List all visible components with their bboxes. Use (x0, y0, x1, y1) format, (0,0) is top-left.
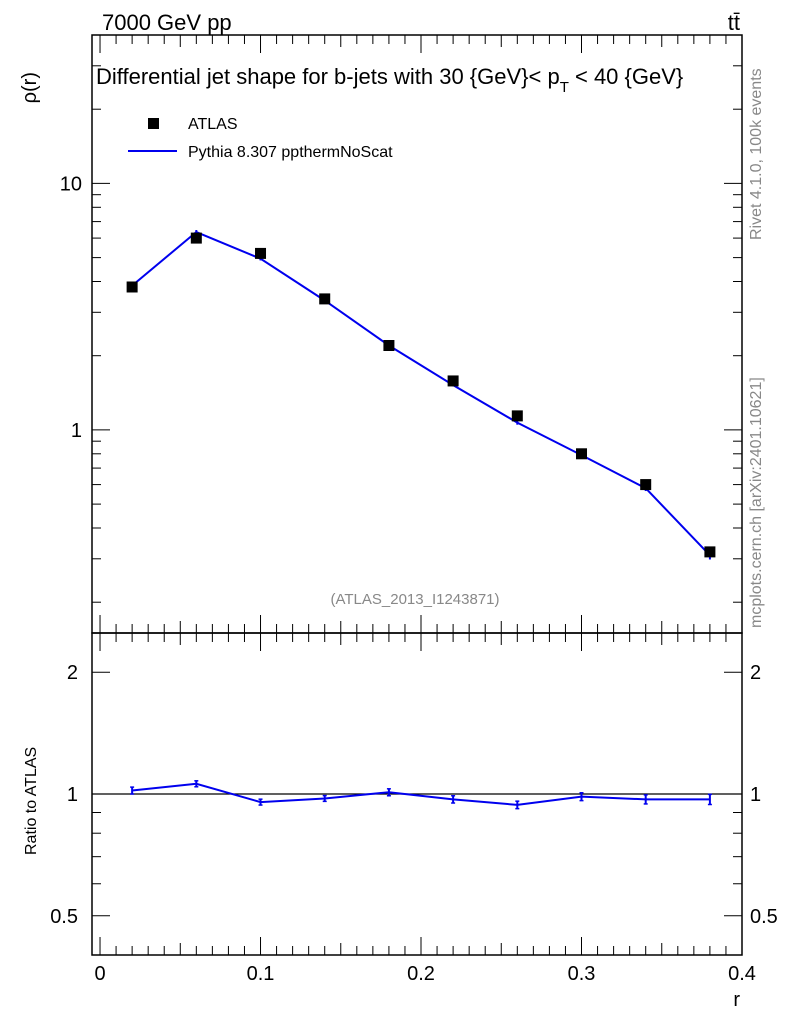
main-panel: 1 10 ρ(r) Differential jet shape for b-je… (19, 34, 743, 634)
beam-label: 7000 GeV pp (102, 10, 232, 35)
ratio-y-ticks: 0.5 0.5 1 1 2 2 (50, 662, 778, 956)
atlas-point (319, 293, 331, 305)
ratio-line (132, 782, 710, 806)
ratio-data (92, 780, 742, 810)
legend: ATLAS Pythia 8.307 ppthermNoScat (128, 116, 393, 161)
ratio-y-tick-label-right: 0.5 (750, 906, 778, 928)
ratio-y-tick-label: 0.5 (50, 906, 78, 928)
main-x-ticks (99, 35, 743, 633)
x-tick-label: 0 (94, 963, 105, 985)
x-tick-label: 0.3 (568, 963, 596, 985)
ratio-y-tick-label-right: 2 (750, 662, 761, 684)
atlas-point (383, 339, 395, 351)
ratio-y-tick-label: 2 (67, 662, 78, 684)
main-y-label: ρ(r) (19, 72, 41, 103)
analysis-watermark: (ATLAS_2013_I1243871) (330, 591, 499, 608)
ratio-y-tick-label: 1 (67, 784, 78, 806)
ratio-x-ticks: 0 0.1 0.2 0.3 0.4 (94, 633, 756, 985)
main-y-ticks: 1 10 (60, 34, 742, 603)
atlas-point (447, 375, 459, 387)
atlas-point (640, 479, 652, 491)
x-tick-label: 0.4 (728, 963, 756, 985)
x-tick-label: 0.1 (247, 963, 275, 985)
mcplots-label: mcplots.cern.ch [arXiv:2401.10621] (748, 377, 765, 628)
x-tick-label: 0.2 (407, 963, 435, 985)
x-axis-label: r (733, 989, 740, 1011)
main-data (126, 230, 716, 560)
atlas-point (576, 448, 588, 460)
main-y-tick-label: 1 (71, 420, 82, 442)
atlas-point (126, 281, 138, 293)
chart-title: Differential jet shape for b-jets with 3… (96, 64, 683, 96)
ratio-panel: 0.5 0.51 12 2 0 0.1 0.2 0.3 0.4 Ratio to ATLAS … (23, 632, 778, 1011)
atlas-point (255, 247, 267, 259)
legend-atlas-label: ATLAS (188, 116, 238, 133)
atlas-point (511, 410, 523, 422)
legend-atlas-marker (148, 118, 159, 129)
rivet-label: Rivet 4.1.0, 100k events (748, 68, 765, 240)
atlas-point (704, 546, 716, 558)
main-y-tick-label: 10 (60, 173, 82, 195)
pythia-line (131, 230, 711, 556)
process-label: tt̄ (728, 10, 740, 35)
atlas-point (190, 232, 202, 244)
ratio-y-label: Ratio to ATLAS (23, 747, 40, 855)
legend-pythia-label: Pythia 8.307 ppthermNoScat (188, 144, 393, 161)
ratio-y-tick-label-right: 1 (750, 784, 761, 806)
